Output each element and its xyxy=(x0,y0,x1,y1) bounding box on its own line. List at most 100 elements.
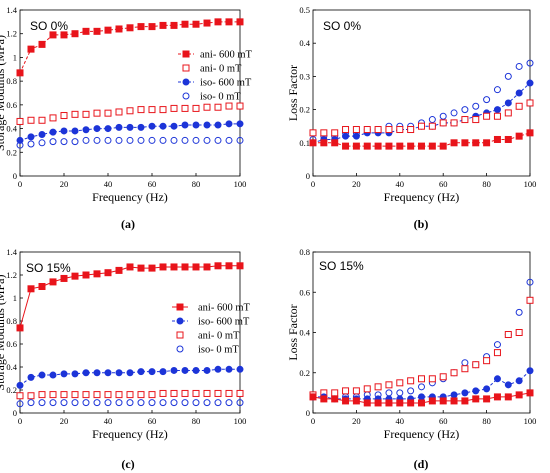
data-point xyxy=(236,136,244,144)
data-point xyxy=(515,329,523,336)
data-point xyxy=(192,399,200,407)
data-point xyxy=(192,136,200,144)
data-point xyxy=(181,366,189,374)
y-axis-label: Storage Modulus (MPa) xyxy=(0,35,7,151)
data-point xyxy=(472,395,480,403)
data-point xyxy=(71,138,79,146)
data-point xyxy=(148,264,156,272)
data-point xyxy=(115,108,123,116)
data-point xyxy=(428,375,436,383)
data-point xyxy=(148,106,156,114)
data-point xyxy=(27,140,35,148)
legend-marker xyxy=(182,92,190,100)
data-point xyxy=(374,383,382,391)
data-point xyxy=(407,399,415,407)
data-point xyxy=(71,110,79,118)
data-point xyxy=(115,369,123,377)
data-point xyxy=(225,365,233,373)
data-point xyxy=(515,391,523,399)
data-point xyxy=(104,125,112,133)
data-point xyxy=(418,393,425,401)
legend-label: ani- 0 mT xyxy=(200,64,242,75)
data-point xyxy=(385,381,393,389)
data-point xyxy=(49,371,57,379)
y-tick-label: 0.6 xyxy=(6,100,17,110)
panel-caption: (d) xyxy=(414,457,429,471)
data-point xyxy=(450,397,458,405)
data-point xyxy=(104,26,112,34)
x-tick-label: 100 xyxy=(524,416,537,426)
data-point xyxy=(225,399,233,407)
data-point xyxy=(483,357,491,365)
data-point xyxy=(493,106,501,114)
x-tick-label: 0 xyxy=(311,416,315,426)
chart-panel-b: 0 20 40 60 80 100 0 0.1 0.2 0.3 0.4 0.5 Frequency (H… xyxy=(286,5,536,231)
series-ani-0-mt xyxy=(16,102,244,125)
legend: ani- 600 mT ani- 0 mT iso- 600 mT iso- 0 mT xyxy=(178,50,252,103)
data-point xyxy=(137,136,145,144)
data-point xyxy=(38,139,46,147)
data-point xyxy=(170,399,178,407)
data-point xyxy=(450,109,458,117)
data-point xyxy=(148,136,156,144)
legend-label: ani- 600 mT xyxy=(200,50,252,61)
data-point xyxy=(214,18,222,26)
panel-caption: (c) xyxy=(121,457,134,471)
chart-panel-a: 0 20 40 60 80 100 0 0.2 0.4 0.6 0.8 1 1.2 1.4 Frequenc… xyxy=(0,5,252,231)
data-point xyxy=(225,136,233,144)
data-point xyxy=(16,381,24,389)
data-point xyxy=(515,62,523,70)
data-point xyxy=(16,392,24,400)
x-tick-label: 80 xyxy=(192,416,201,426)
data-point xyxy=(71,391,79,399)
data-point xyxy=(461,106,469,114)
series-ani-600-mt xyxy=(16,262,244,332)
data-point xyxy=(192,121,200,129)
y-tick-label: 0.8 xyxy=(6,316,17,326)
series-iso-600-mt xyxy=(16,365,244,389)
data-point xyxy=(49,128,57,136)
data-point xyxy=(428,116,436,124)
data-point xyxy=(504,72,512,80)
data-point xyxy=(236,102,244,110)
data-point xyxy=(60,31,68,39)
data-point xyxy=(203,366,211,374)
y-tick-label: 0.1 xyxy=(299,138,310,148)
data-point xyxy=(71,127,79,135)
data-point xyxy=(309,139,317,147)
x-tick-label: 20 xyxy=(352,416,361,426)
data-point xyxy=(104,399,112,407)
data-point xyxy=(504,99,512,107)
y-tick-label: 1.2 xyxy=(6,29,17,39)
data-point xyxy=(93,399,101,407)
data-point xyxy=(214,399,222,407)
data-point xyxy=(342,387,350,395)
data-point xyxy=(159,122,167,130)
data-point xyxy=(526,389,534,397)
data-point xyxy=(461,116,469,124)
data-point xyxy=(71,399,79,407)
data-point xyxy=(115,136,123,144)
series-ani-0-mt xyxy=(16,389,244,400)
data-point xyxy=(352,397,360,405)
data-point xyxy=(181,263,189,271)
data-point xyxy=(203,103,211,111)
data-point xyxy=(363,126,371,134)
data-point xyxy=(225,120,233,128)
y-tick-label: 1.2 xyxy=(6,270,17,280)
data-point xyxy=(407,377,415,385)
data-point xyxy=(82,391,90,399)
x-tick-label: 60 xyxy=(439,416,448,426)
data-point xyxy=(374,142,382,150)
data-point xyxy=(450,139,458,147)
chart-panel-c: 0 20 40 60 80 100 0 0.2 0.4 0.6 0.8 1 1.2 1.4 Frequenc… xyxy=(0,247,250,471)
data-point xyxy=(526,99,534,107)
data-point xyxy=(526,59,534,67)
data-point xyxy=(526,129,534,137)
data-point xyxy=(170,263,178,271)
y-tick-label: 0.6 xyxy=(6,339,17,349)
data-point xyxy=(82,399,90,407)
series-ani-600-mt xyxy=(309,129,534,150)
data-point xyxy=(203,389,211,397)
